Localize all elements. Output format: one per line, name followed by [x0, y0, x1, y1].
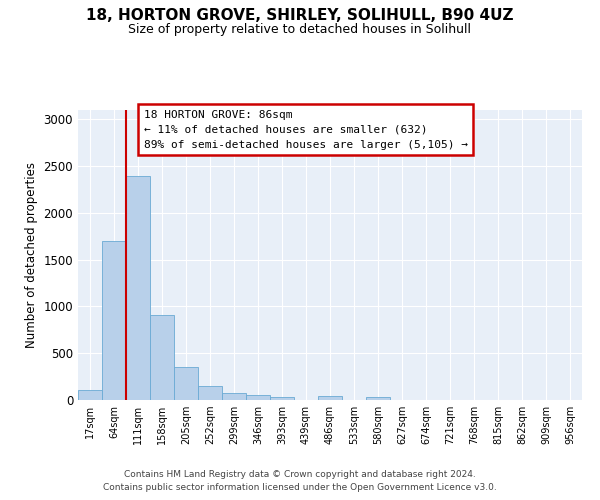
Bar — [174, 367, 198, 400]
Bar — [198, 386, 222, 400]
Bar — [270, 396, 294, 400]
Bar — [246, 395, 270, 400]
Bar — [102, 241, 126, 400]
Bar — [126, 176, 150, 400]
Bar — [222, 392, 246, 400]
Text: Contains public sector information licensed under the Open Government Licence v3: Contains public sector information licen… — [103, 484, 497, 492]
Bar — [150, 315, 174, 400]
Bar — [78, 390, 102, 400]
Text: Size of property relative to detached houses in Solihull: Size of property relative to detached ho… — [128, 22, 472, 36]
Bar — [318, 396, 342, 400]
Text: 18 HORTON GROVE: 86sqm
← 11% of detached houses are smaller (632)
89% of semi-de: 18 HORTON GROVE: 86sqm ← 11% of detached… — [143, 110, 467, 150]
Text: Contains HM Land Registry data © Crown copyright and database right 2024.: Contains HM Land Registry data © Crown c… — [124, 470, 476, 479]
Text: 18, HORTON GROVE, SHIRLEY, SOLIHULL, B90 4UZ: 18, HORTON GROVE, SHIRLEY, SOLIHULL, B90… — [86, 8, 514, 22]
Y-axis label: Number of detached properties: Number of detached properties — [25, 162, 38, 348]
Bar — [366, 396, 390, 400]
